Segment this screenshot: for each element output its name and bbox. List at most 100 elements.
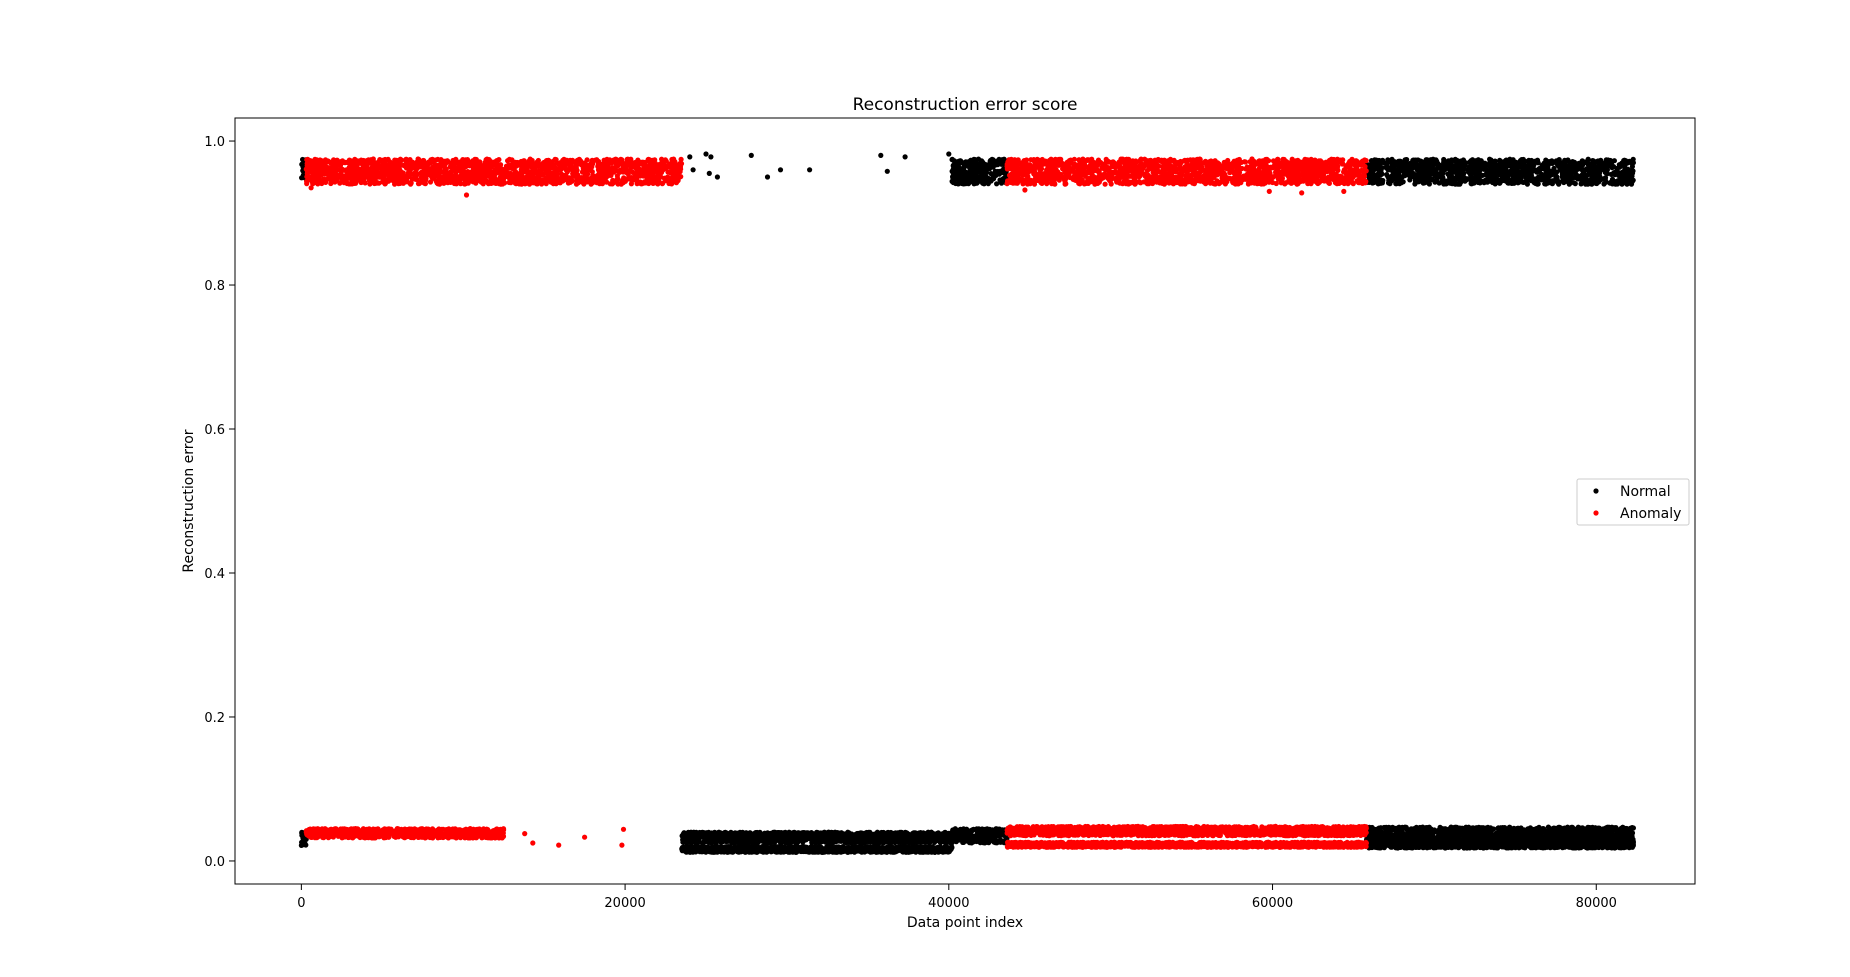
normal-point <box>740 831 746 838</box>
normal-point <box>716 844 722 850</box>
normal-point <box>1426 181 1432 187</box>
normal-point <box>913 845 920 851</box>
normal-point <box>979 174 985 180</box>
normal-point <box>1591 162 1597 168</box>
normal-point <box>838 838 844 844</box>
normal-point <box>965 173 971 179</box>
normal-point <box>1411 157 1417 163</box>
normal-point <box>912 830 919 836</box>
normal-point <box>952 176 958 182</box>
normal-point <box>1432 179 1438 185</box>
normal-point <box>987 827 993 833</box>
normal-point <box>1504 172 1510 178</box>
normal-point <box>840 847 847 853</box>
normal-point <box>1535 181 1541 187</box>
normal-point <box>1441 159 1447 165</box>
normal-point <box>817 830 824 836</box>
normal-point <box>785 838 791 844</box>
normal-point <box>920 832 926 838</box>
normal-point <box>902 835 908 841</box>
normal-point <box>900 846 906 853</box>
normal-point <box>812 846 818 853</box>
normal-point <box>858 836 864 842</box>
normal-point <box>952 827 958 833</box>
normal-point <box>1507 156 1513 162</box>
normal-point <box>760 849 766 855</box>
normal-point <box>697 844 703 851</box>
normal-point <box>952 837 958 843</box>
normal-point <box>1386 177 1392 183</box>
normal-point <box>746 849 752 855</box>
normal-point <box>1603 159 1609 165</box>
normal-point <box>776 845 782 851</box>
normal-point <box>955 833 962 839</box>
normal-point <box>1492 158 1498 165</box>
normal-point <box>1433 159 1439 166</box>
normal-point <box>1625 180 1631 186</box>
normal-point <box>1586 163 1592 169</box>
normal-point <box>1578 181 1584 187</box>
normal-point <box>1499 173 1505 180</box>
normal-point <box>981 166 988 172</box>
normal-point <box>895 845 901 851</box>
normal-point <box>944 848 950 855</box>
normal-point <box>1372 157 1378 163</box>
normal-point <box>990 175 996 181</box>
normal-point <box>695 834 702 840</box>
normal-point <box>1567 180 1573 186</box>
normal-point <box>732 830 738 836</box>
normal-point <box>799 831 805 837</box>
normal-point <box>993 159 999 165</box>
normal-point <box>1378 172 1384 178</box>
normal-point <box>853 846 859 852</box>
normal-point <box>966 179 972 185</box>
normal-point <box>829 831 835 837</box>
normal-point <box>1510 172 1516 178</box>
normal-point <box>1590 158 1596 164</box>
normal-point <box>1515 160 1521 166</box>
normal-point <box>1607 157 1613 164</box>
normal-point <box>971 177 977 183</box>
normal-point <box>1384 160 1390 166</box>
normal-point <box>974 168 980 174</box>
normal-point <box>746 844 753 850</box>
normal-point <box>845 849 851 855</box>
normal-point <box>938 839 944 845</box>
normal-point <box>870 845 876 851</box>
normal-point <box>888 829 894 836</box>
normal-point <box>1579 166 1585 172</box>
normal-point <box>959 166 965 172</box>
normal-point <box>1555 180 1561 186</box>
normal-point <box>1576 160 1582 167</box>
normal-point <box>1608 179 1614 185</box>
normal-point <box>846 830 852 836</box>
normal-point <box>999 827 1006 833</box>
normal-point <box>1395 172 1401 178</box>
normal-point <box>1566 164 1572 170</box>
normal-point <box>1583 172 1589 178</box>
normal-point <box>934 830 940 837</box>
normal-point <box>1458 177 1464 184</box>
normal-point <box>970 159 976 165</box>
normal-point <box>754 829 760 836</box>
normal-point <box>781 832 788 839</box>
normal-point <box>760 844 766 851</box>
normal-point <box>1536 166 1542 172</box>
normal-point <box>686 830 693 836</box>
normal-point <box>1534 157 1541 163</box>
normal-point <box>862 847 868 853</box>
normal-point <box>1616 171 1622 178</box>
normal-point <box>1428 163 1434 169</box>
normal-point <box>1490 179 1496 186</box>
normal-point <box>907 848 913 855</box>
normal-point <box>1625 173 1631 179</box>
normal-point <box>943 844 949 850</box>
normal-point <box>908 833 914 840</box>
normal-point <box>1475 175 1481 181</box>
normal-point <box>1406 166 1412 172</box>
normal-point <box>1449 181 1455 187</box>
normal-point <box>930 837 936 843</box>
normal-point <box>1440 177 1446 184</box>
normal-point <box>1376 158 1382 164</box>
